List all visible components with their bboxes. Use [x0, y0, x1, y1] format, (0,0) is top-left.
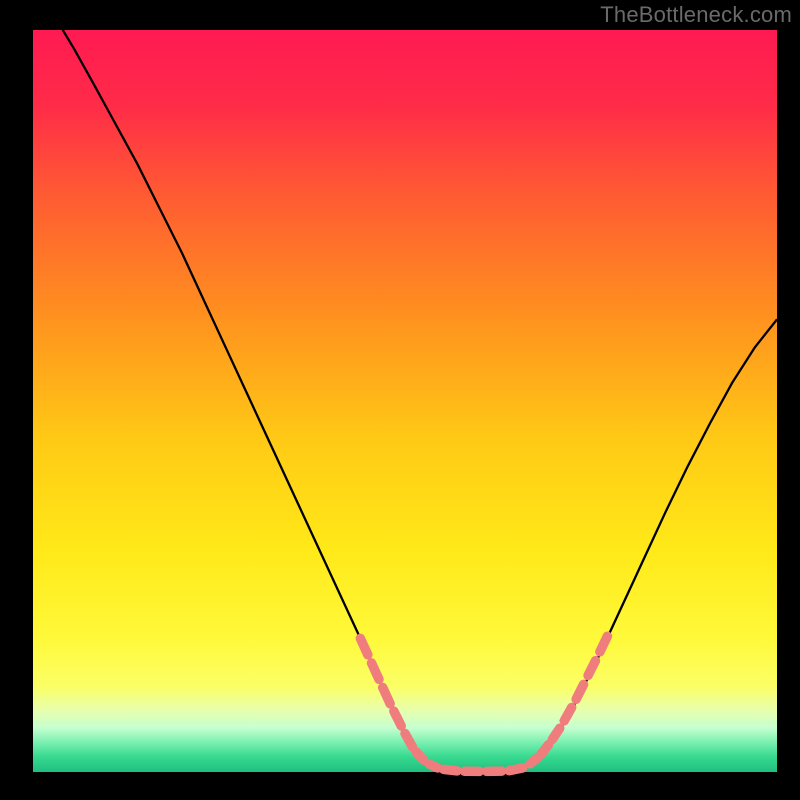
chart-svg — [33, 30, 777, 772]
marker-segment — [394, 711, 401, 726]
chart-frame: TheBottleneck.com — [0, 0, 800, 800]
watermark-text: TheBottleneck.com — [600, 2, 792, 28]
marker-segment — [360, 638, 367, 654]
marker-segment — [509, 768, 522, 771]
marker-segment — [429, 764, 438, 768]
marker-segment — [416, 752, 423, 760]
plot-area — [33, 30, 777, 772]
marker-segment — [552, 728, 559, 739]
marker-segment — [541, 745, 548, 755]
marker-segment — [600, 636, 607, 652]
marker-segment — [405, 733, 412, 746]
marker-segment — [444, 769, 457, 770]
marker-segment — [372, 663, 379, 679]
marker-segment — [588, 661, 595, 676]
marker-segment — [383, 687, 390, 703]
marker-segment — [564, 707, 571, 720]
bottleneck-curve — [63, 30, 777, 772]
marker-segment — [576, 684, 583, 699]
marker-segment — [530, 758, 537, 764]
